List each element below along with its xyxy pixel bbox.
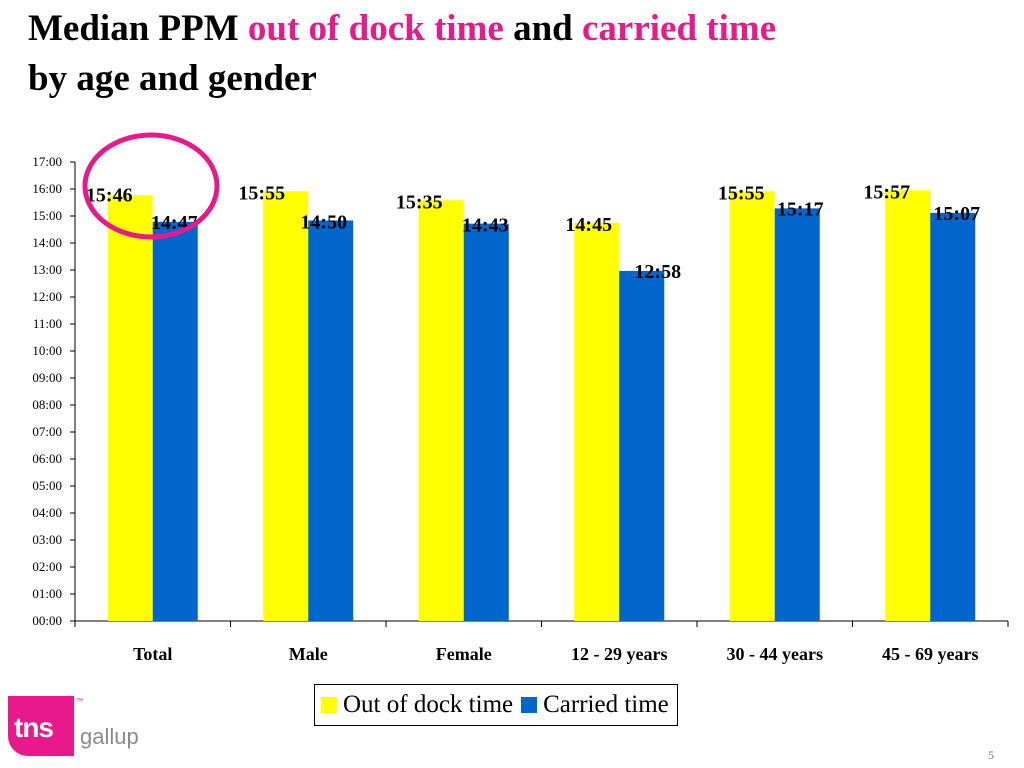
y-tick-label: 09:00 bbox=[32, 370, 62, 385]
x-category-label: 30 - 44 years bbox=[727, 644, 823, 664]
data-label-carried-0: 14:47 bbox=[151, 212, 198, 234]
y-tick-label: 14:00 bbox=[32, 235, 62, 250]
title-part-1: Median PPM bbox=[28, 8, 248, 49]
bar-out-of-dock-4 bbox=[729, 191, 775, 621]
bar-carried-4 bbox=[774, 208, 820, 621]
data-label-carried-3: 12:58 bbox=[634, 261, 681, 283]
title-part-5: by age and gender bbox=[28, 58, 317, 99]
data-label-out-of-dock-0: 15:46 bbox=[86, 184, 133, 206]
data-label-carried-1: 14:50 bbox=[300, 212, 347, 234]
data-label-out-of-dock-4: 15:55 bbox=[718, 182, 765, 204]
legend-label-carried: Carried time bbox=[543, 691, 669, 718]
y-tick-label: 02:00 bbox=[32, 559, 62, 574]
y-tick-label: 07:00 bbox=[32, 424, 62, 439]
legend-item-carried: Carried time bbox=[521, 691, 669, 719]
legend-swatch-carried bbox=[521, 697, 538, 713]
title-highlight-out-of-dock: out of dock time bbox=[247, 8, 504, 49]
logo-gallup-text: gallup bbox=[80, 724, 139, 749]
bar-carried-2 bbox=[463, 223, 509, 621]
x-category-label: Total bbox=[133, 644, 172, 664]
data-label-out-of-dock-3: 14:45 bbox=[565, 214, 612, 236]
title-highlight-carried: carried time bbox=[581, 8, 777, 49]
bar-out-of-dock-5 bbox=[885, 190, 931, 621]
y-tick-label: 11:00 bbox=[33, 316, 62, 331]
y-tick-label: 05:00 bbox=[32, 478, 62, 493]
data-label-out-of-dock-2: 15:35 bbox=[396, 191, 443, 213]
y-tick-label: 15:00 bbox=[32, 208, 62, 223]
y-tick-label: 12:00 bbox=[32, 289, 62, 304]
data-label-out-of-dock-1: 15:55 bbox=[238, 182, 285, 204]
x-category-label: 45 - 69 years bbox=[882, 644, 978, 664]
data-label-carried-5: 15:07 bbox=[933, 203, 980, 225]
y-tick-label: 17:00 bbox=[32, 154, 62, 169]
data-label-carried-2: 14:43 bbox=[462, 215, 509, 237]
y-tick-label: 01:00 bbox=[32, 586, 62, 601]
y-tick-label: 10:00 bbox=[32, 343, 62, 358]
y-tick-label: 03:00 bbox=[32, 532, 62, 547]
logo-trademark: ™ bbox=[76, 698, 83, 705]
page-number: 5 bbox=[988, 748, 994, 762]
x-category-label: 12 - 29 years bbox=[571, 644, 667, 664]
y-tick-label: 00:00 bbox=[32, 613, 62, 628]
y-tick-label: 13:00 bbox=[32, 262, 62, 277]
bar-carried-1 bbox=[308, 220, 354, 621]
y-tick-label: 04:00 bbox=[32, 505, 62, 520]
legend-item-out-of-dock: Out of dock time bbox=[321, 691, 513, 719]
chart-legend: Out of dock time Carried time bbox=[314, 684, 678, 726]
slide-title: Median PPM out of dock time and carried … bbox=[28, 4, 1008, 104]
bar-carried-0 bbox=[152, 221, 198, 621]
tns-gallup-logo: tns ™ gallup bbox=[8, 696, 139, 756]
legend-label-out-of-dock: Out of dock time bbox=[343, 691, 514, 718]
x-category-label: Female bbox=[436, 644, 492, 664]
data-label-out-of-dock-5: 15:57 bbox=[863, 181, 910, 203]
bar-out-of-dock-0 bbox=[107, 195, 153, 622]
logo-tns-text: tns bbox=[14, 712, 54, 743]
bar-carried-3 bbox=[619, 270, 665, 621]
bar-out-of-dock-1 bbox=[263, 191, 309, 621]
y-tick-label: 16:00 bbox=[32, 181, 62, 196]
legend-swatch-out-of-dock bbox=[321, 697, 337, 713]
bar-out-of-dock-2 bbox=[418, 200, 464, 621]
y-tick-label: 06:00 bbox=[32, 451, 62, 466]
logo-mark bbox=[8, 696, 74, 756]
x-category-label: Male bbox=[289, 644, 328, 664]
data-label-carried-4: 15:17 bbox=[777, 198, 824, 220]
highlight-circle bbox=[82, 132, 220, 240]
title-part-3: and bbox=[503, 8, 582, 49]
bar-out-of-dock-3 bbox=[574, 222, 620, 621]
bar-carried-5 bbox=[930, 212, 976, 621]
y-tick-label: 08:00 bbox=[32, 397, 62, 412]
